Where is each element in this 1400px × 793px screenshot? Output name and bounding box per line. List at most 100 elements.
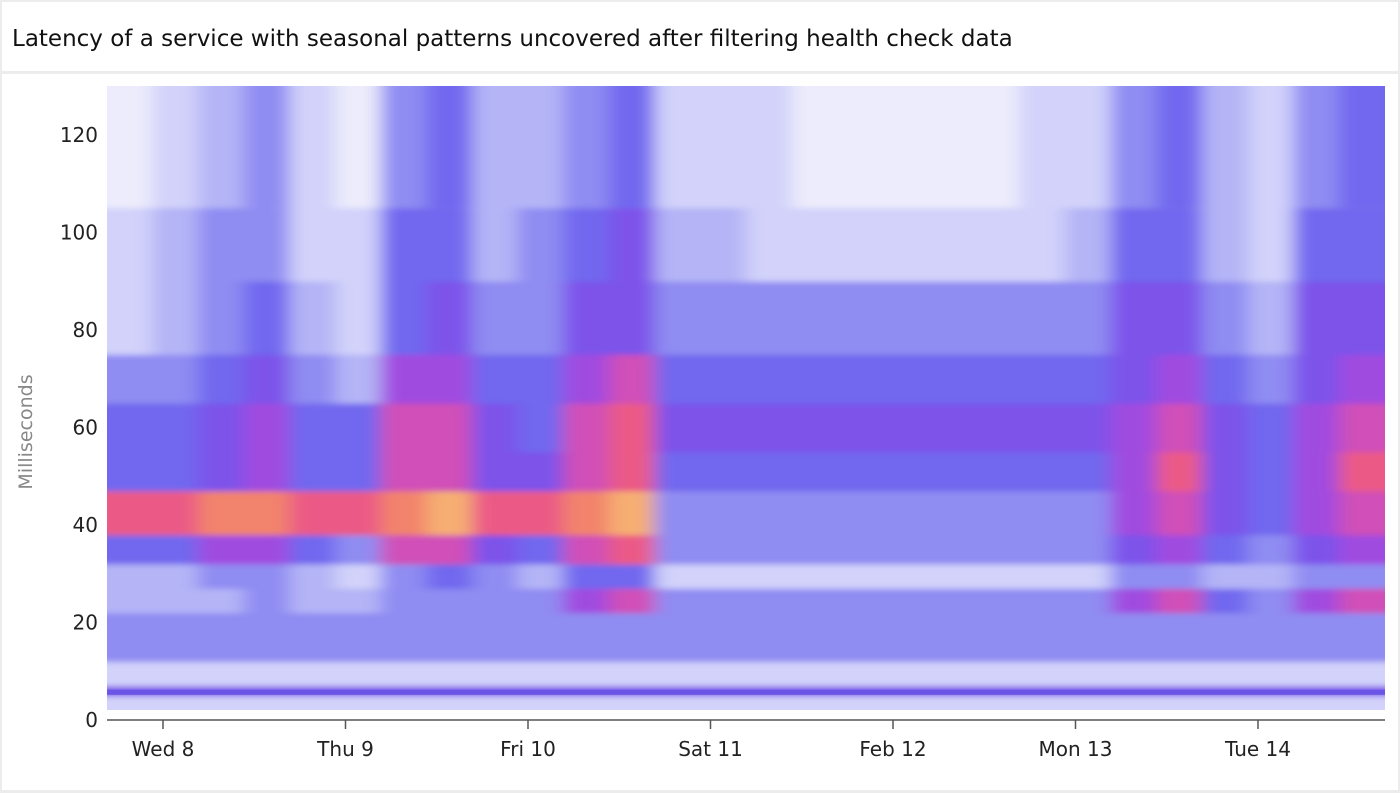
heatmap-cell	[745, 354, 792, 404]
heatmap-cell	[1156, 403, 1203, 453]
heatmap-cell	[1019, 661, 1066, 687]
heatmap-cell	[472, 208, 519, 282]
heatmap-cell	[700, 612, 747, 643]
heatmap-cell	[882, 612, 929, 643]
heatmap-cell	[152, 588, 199, 614]
heatmap-cell	[426, 588, 473, 614]
heatmap-cell	[791, 564, 838, 589]
heatmap-cell	[152, 564, 199, 589]
heatmap-cell	[289, 564, 336, 589]
heatmap-cell	[1338, 661, 1385, 687]
heatmap-cell	[837, 588, 884, 614]
heatmap-cell	[1110, 695, 1157, 711]
heatmap-cell	[1156, 208, 1203, 282]
heatmap-cell	[563, 354, 610, 404]
heatmap-cell	[928, 642, 975, 662]
heatmap-cell	[973, 534, 1021, 565]
heatmap-cell	[745, 534, 792, 565]
heatmap-cell	[1293, 451, 1340, 492]
heatmap-cell	[335, 564, 382, 589]
heatmap-cell	[472, 281, 519, 355]
heatmap-cell	[654, 451, 701, 492]
heatmap-cell	[745, 403, 792, 453]
heatmap-cell	[745, 281, 792, 355]
x-tick-label: Sat 11	[678, 737, 743, 761]
x-tick-label: Wed 8	[132, 737, 195, 761]
heatmap-cell	[289, 534, 336, 565]
heatmap-cell	[882, 588, 929, 614]
heatmap-cell	[472, 661, 519, 687]
heatmap-cell	[152, 490, 199, 536]
heatmap-cell	[1110, 208, 1157, 282]
heatmap-cell	[243, 281, 291, 355]
heatmap-cell	[1202, 661, 1249, 687]
heatmap-cell	[1156, 612, 1203, 643]
heatmap-cell	[563, 403, 610, 453]
heatmap-cell	[1293, 564, 1340, 589]
heatmap-cell	[928, 534, 975, 565]
heatmap-cell	[882, 564, 929, 589]
heatmap-cell	[1019, 86, 1066, 209]
heatmap-cell	[1065, 612, 1112, 643]
heatmap-cell	[1202, 695, 1249, 711]
heatmap-cell	[107, 86, 154, 209]
heatmap-cell	[791, 534, 838, 565]
title-bar: Latency of a service with seasonal patte…	[2, 2, 1398, 71]
heatmap-cell	[335, 534, 382, 565]
heatmap-cell	[289, 281, 336, 355]
heatmap-cell	[198, 612, 245, 643]
heatmap-cell	[882, 490, 929, 536]
heatmap-cell	[837, 661, 884, 687]
heatmap-cell	[1156, 490, 1203, 536]
heatmap-cell	[1247, 695, 1294, 711]
heatmap-cell	[654, 564, 701, 589]
heatmap-cell	[1019, 695, 1066, 711]
heatmap-cell	[426, 612, 473, 643]
heatmap-cell	[1247, 588, 1294, 614]
heatmap-cell	[563, 490, 610, 536]
heatmap-cell	[563, 642, 610, 662]
heatmap-cell	[1019, 534, 1066, 565]
heatmap-cell	[1338, 281, 1385, 355]
heatmap-cell	[1019, 612, 1066, 643]
heatmap-cell	[517, 354, 564, 404]
heatmap-cell	[791, 661, 838, 687]
heatmap-cell	[882, 86, 929, 209]
heatmap-cell	[973, 403, 1021, 453]
heatmap-cell	[517, 588, 564, 614]
heatmap-cell	[335, 281, 382, 355]
heatmap-cell	[973, 86, 1021, 209]
heatmap-cell	[654, 612, 701, 643]
heatmap-cell	[243, 490, 291, 536]
heatmap-cell	[654, 208, 701, 282]
heatmap-cell	[426, 403, 473, 453]
heatmap-cell	[1065, 490, 1112, 536]
heatmap-cell	[837, 86, 884, 209]
heatmap-cell	[791, 612, 838, 643]
heatmap-cell	[608, 451, 656, 492]
heatmap-cell	[1019, 403, 1066, 453]
heatmap-cell	[289, 354, 336, 404]
heatmap-cell	[426, 208, 473, 282]
x-tick-label: Fri 10	[500, 737, 556, 761]
heatmap-cell	[837, 564, 884, 589]
heatmap-cell	[745, 451, 792, 492]
heatmap-cell	[1247, 403, 1294, 453]
heatmap-cell	[882, 354, 929, 404]
heatmap-cell	[1202, 564, 1249, 589]
heatmap-cell	[1019, 642, 1066, 662]
heatmap-cell	[198, 451, 245, 492]
heatmap-cell	[654, 403, 701, 453]
heatmap-cell	[1202, 588, 1249, 614]
heatmap-cell	[472, 354, 519, 404]
heatmap-cell	[1019, 281, 1066, 355]
heatmap-cell	[1247, 612, 1294, 643]
heatmap-cell	[335, 86, 382, 209]
heatmap-cell	[882, 642, 929, 662]
heatmap-cell	[700, 281, 747, 355]
heatmap-cell	[243, 403, 291, 453]
heatmap-cell	[243, 642, 291, 662]
heatmap-cell	[654, 534, 701, 565]
heatmap-cell	[608, 86, 656, 209]
heatmap-cell	[472, 642, 519, 662]
